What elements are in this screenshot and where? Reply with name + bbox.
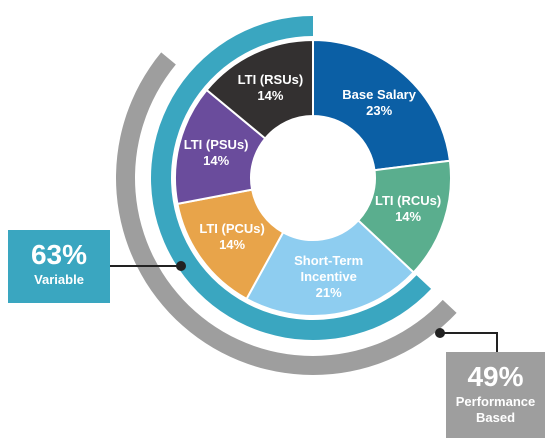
slice-category: Base Salary [342,86,416,102]
slice [245,219,416,317]
group-arc [116,52,457,375]
slice-category: LTI (PCUs) [199,220,265,236]
slice-category: LTI (PSUs) [183,137,249,153]
slice-category: Short-Term Incentive [294,252,364,284]
slice-value: 14% [203,153,230,169]
slice-label: LTI (RCUs) 14% [362,193,454,225]
callout-name: Performance Based [455,394,536,425]
callout-box: 63% Variable [8,230,110,303]
slice-value: 14% [395,208,422,224]
slice-label: LTI (PCUs) 14% [186,221,278,253]
group-arc [151,16,432,340]
slice-value: 23% [366,102,393,118]
slice-label: LTI (PSUs) 14% [170,137,262,169]
slice [312,38,452,172]
slice-label: Base Salary 23% [333,87,425,119]
slice [205,38,314,140]
slice-value: 21% [315,284,342,300]
slice-category: LTI (RCUs) [374,192,442,208]
callout-box: 49% Performance Based [446,352,545,438]
callout-value: 49% [467,361,524,392]
callout-dot [176,261,186,271]
slice-category: LTI (RSUs) [237,71,304,87]
callout-dot [435,328,445,338]
callout-name: Variable [34,272,84,287]
callout-value: 63% [30,239,88,270]
slice-value: 14% [219,236,246,252]
slice-label: Short-Term Incentive 21% [283,253,375,301]
slice-label: LTI (RSUs) 14% [224,72,316,104]
slice-value: 14% [257,87,284,103]
callout-line [440,332,498,352]
